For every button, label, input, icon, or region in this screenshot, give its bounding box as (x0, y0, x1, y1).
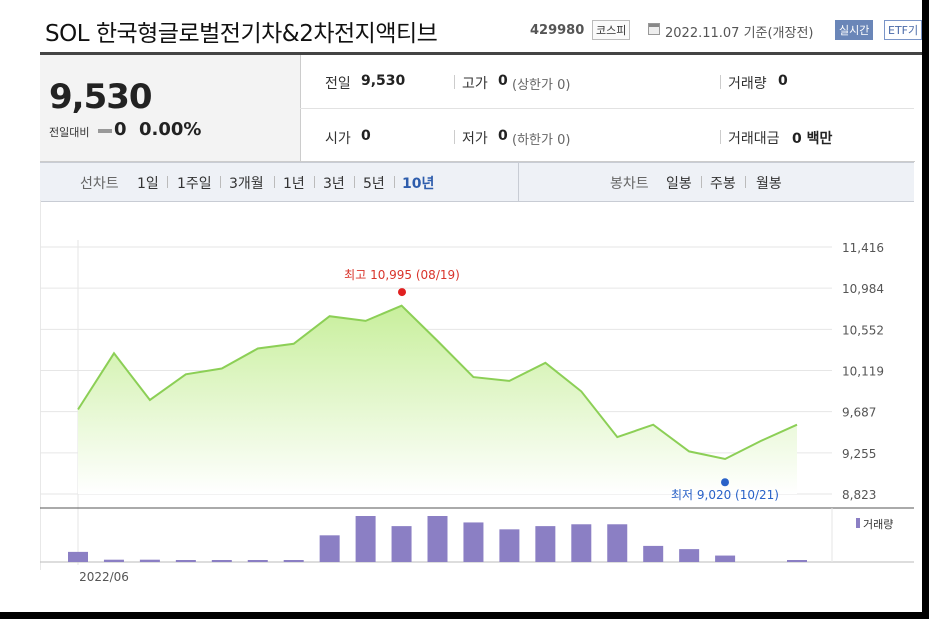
market-badge: 코스피 (592, 20, 631, 40)
tab-separator (701, 176, 702, 188)
unchanged-icon (98, 129, 112, 133)
calendar-icon (648, 23, 660, 35)
trade-amount-value: 0 백만 (792, 131, 833, 147)
volume-bar (211, 560, 232, 562)
volume-label: 거래량 (728, 76, 767, 92)
y-tick-label: 11,416 (842, 241, 884, 255)
high-annotation: 최고 10,995 (08/19) (344, 268, 460, 282)
volume-bar (787, 560, 807, 562)
x-tick-label: 2022/06 (79, 570, 129, 584)
tab-1d[interactable]: 1일 (137, 176, 159, 192)
low-value: 0 (498, 128, 508, 144)
volume-bar (643, 545, 664, 562)
chart-left-border (40, 200, 41, 570)
volume-bar (715, 555, 736, 562)
prev-close-label: 전일 (325, 76, 351, 92)
line-chart-label: 선차트 (80, 176, 119, 192)
lower-limit-note: (하한가 0) (512, 133, 571, 148)
high-label: 고가 (462, 76, 488, 92)
realtime-button[interactable]: 실시간 (835, 20, 874, 40)
low-point-marker (721, 478, 729, 487)
tab-separator (274, 176, 275, 188)
tab-5y[interactable]: 5년 (363, 176, 385, 192)
stats-separator (720, 130, 721, 144)
tab-separator (394, 176, 395, 188)
price-area-fill (78, 305, 797, 494)
y-tick-label: 9,687 (842, 406, 876, 420)
tab-daily[interactable]: 일봉 (666, 176, 692, 192)
stats-row-divider (300, 108, 914, 109)
tab-3m[interactable]: 3개월 (229, 176, 264, 192)
volume-bar (391, 526, 412, 562)
high-value: 0 (498, 73, 508, 89)
volume-bar (571, 524, 592, 562)
stock-title: SOL 한국형글로벌전기차&2차전지액티브 (45, 21, 438, 47)
stats-separator (454, 130, 455, 144)
chart-period-tabs: 선차트 1일 1주일 3개월 1년 3년 5년 10년 봉차트 일봉 주봉 월봉 (40, 162, 914, 202)
volume-bar (355, 516, 376, 562)
y-tick-label: 8,823 (842, 488, 876, 502)
y-tick-label: 10,552 (842, 323, 884, 337)
y-tick-label: 10,984 (842, 282, 884, 296)
etf-button[interactable]: ETF기 (884, 20, 922, 40)
stats-separator (454, 75, 455, 89)
change-percent: 0.00% (139, 119, 202, 140)
open-label: 시가 (325, 131, 351, 147)
volume-bar (499, 529, 520, 562)
prev-close-value: 9,530 (361, 73, 406, 89)
candle-chart-label: 봉차트 (610, 176, 649, 192)
volume-bar (535, 526, 556, 562)
volume-bar (103, 559, 124, 562)
tab-separator (167, 176, 168, 188)
trade-amount-label: 거래대금 (728, 131, 780, 147)
volume-bar (463, 522, 484, 562)
low-label: 저가 (462, 131, 488, 147)
y-tick-label: 9,255 (842, 447, 876, 461)
tab-separator (354, 176, 355, 188)
change-value: 0 (114, 119, 127, 140)
tab-separator (745, 176, 746, 188)
volume-bar (607, 524, 628, 562)
volume-bar (283, 560, 304, 562)
open-value: 0 (361, 128, 371, 144)
y-tick-label: 10,119 (842, 365, 884, 379)
price-line (77, 304, 798, 461)
volume-bar (175, 560, 196, 562)
volume-bar (319, 535, 340, 562)
volume-legend-swatch (856, 518, 860, 528)
volume-bar (679, 549, 700, 562)
tab-separator (314, 176, 315, 188)
tab-3y[interactable]: 3년 (323, 176, 345, 192)
tab-weekly[interactable]: 주봉 (710, 176, 736, 192)
stock-code: 429980 (530, 23, 585, 38)
volume-bar (68, 551, 88, 562)
tab-separator (220, 176, 221, 188)
volume-value: 0 (778, 73, 788, 89)
volume-bar (139, 559, 160, 562)
volume-legend-label: 거래량 (863, 518, 893, 531)
stats-separator (720, 75, 721, 89)
tab-1y[interactable]: 1년 (283, 176, 305, 192)
volume-bar (247, 560, 268, 562)
upper-limit-note: (상한가 0) (512, 78, 571, 93)
tab-10y[interactable]: 10년 (402, 176, 435, 192)
volume-bar (427, 516, 448, 562)
high-point-marker (398, 288, 406, 297)
header-divider (40, 52, 922, 55)
tab-1w[interactable]: 1주일 (177, 176, 212, 192)
tab-monthly[interactable]: 월봉 (756, 176, 782, 192)
header: SOL 한국형글로벌전기차&2차전지액티브 429980 코스피 2022.11… (0, 0, 922, 52)
tabs-divider (518, 163, 519, 201)
current-price: 9,530 (49, 77, 153, 117)
low-annotation: 최저 9,020 (10/21) (671, 488, 779, 502)
price-box: 9,530 전일대비 0 0.00% (40, 55, 300, 162)
change-label: 전일대비 (49, 126, 90, 139)
date-text: 2022.11.07 기준(개장전) (665, 26, 814, 41)
